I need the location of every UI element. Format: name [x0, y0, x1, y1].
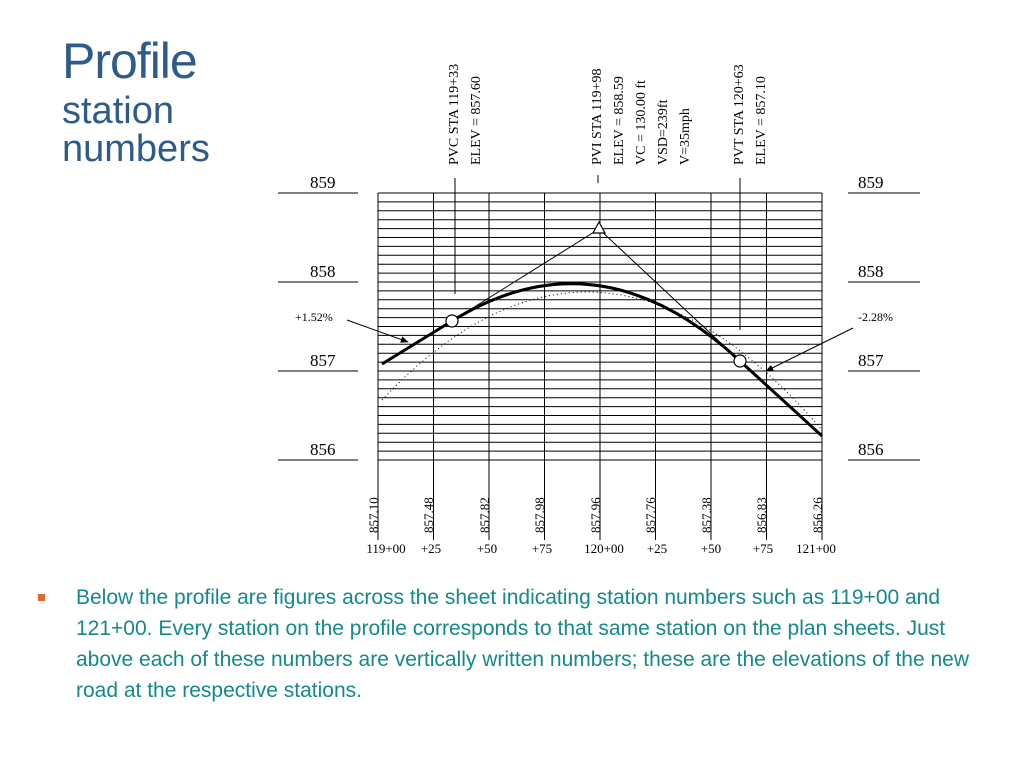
slide-title: Profile station numbers	[62, 30, 210, 168]
elevation-labels-right: 859 858 857 856	[858, 173, 884, 459]
station-elevations: 857.10 857.48 857.82 857.98 857.96 857.7…	[366, 497, 825, 533]
pvc-point	[445, 314, 459, 328]
grade-right-arrow	[765, 327, 854, 372]
pvi-callout-line2: ELEV = 858.59	[612, 76, 627, 165]
sight-offset-curve	[381, 291, 823, 431]
elevation-label-857-right: 857	[858, 351, 884, 370]
pvt-point	[733, 354, 747, 368]
pvi-point	[591, 220, 607, 234]
pvc-callout: PVC STA 119+33 ELEV = 857.60	[447, 64, 484, 165]
pvi-callout-line4: VSD=239ft	[656, 99, 671, 165]
pvt-callout-line1: PVT STA 120+63	[732, 64, 747, 165]
elevation-label-858-right: 858	[858, 262, 884, 281]
station-elevation: 857.38	[699, 497, 714, 533]
station-number: 121+00	[796, 541, 836, 556]
station-elevation: 857.82	[477, 497, 492, 533]
station-leader-lines	[454, 175, 741, 330]
station-number: 119+00	[366, 541, 405, 556]
bullet-square-icon	[38, 594, 45, 601]
station-elevation: 856.26	[810, 497, 825, 533]
pvc-callout-line2: ELEV = 857.60	[469, 76, 484, 165]
station-elevation: 857.98	[532, 497, 547, 533]
title-main: Profile	[62, 33, 198, 89]
pvi-callout-line1: PVI STA 119+98	[590, 69, 605, 166]
grade-right-label: -2.28%	[858, 310, 893, 324]
pvc-callout-line1: PVC STA 119+33	[447, 64, 462, 165]
pvi-callout: PVI STA 119+98 ELEV = 858.59 VC = 130.00…	[590, 69, 693, 166]
bullet-text: Below the profile are figures across the…	[76, 586, 969, 702]
elevation-label-rules	[278, 192, 920, 461]
elevation-labels-left: 859 858 857 856	[310, 173, 336, 459]
pvi-callout-line5: V=35mph	[678, 108, 693, 165]
title-sub-line1: station	[62, 90, 174, 132]
station-number: +25	[421, 541, 441, 556]
pvi-callout-line3: VC = 130.00 ft	[634, 80, 649, 165]
tangent-lines	[451, 228, 741, 362]
station-number: 120+00	[584, 541, 624, 556]
title-sub-line2: numbers	[62, 128, 210, 170]
station-number: +50	[477, 541, 497, 556]
station-elevation: 857.10	[366, 497, 381, 533]
station-numbers: 119+00 +25 +50 +75 120+00 +25 +50 +75 12…	[366, 541, 836, 556]
station-number: +25	[647, 541, 667, 556]
station-elevation: 857.96	[588, 497, 603, 533]
station-number: +75	[753, 541, 773, 556]
pvt-callout: PVT STA 120+63 ELEV = 857.10	[732, 64, 769, 165]
station-elevation: 857.48	[421, 497, 436, 533]
elevation-label-856-left: 856	[310, 440, 336, 459]
finished-grade-line	[381, 282, 824, 438]
grade-left-arrow	[346, 319, 409, 343]
station-number: +75	[532, 541, 552, 556]
elevation-label-859-right: 859	[858, 173, 884, 192]
elevation-label-857-left: 857	[310, 351, 336, 370]
station-elevation: 857.76	[643, 497, 658, 533]
elevation-label-856-right: 856	[858, 440, 884, 459]
grade-left-label: +1.52%	[295, 310, 333, 324]
bullet-item: Below the profile are figures across the…	[38, 582, 978, 706]
elevation-label-859-left: 859	[310, 173, 336, 192]
station-elevation: 856.83	[754, 497, 769, 533]
profile-grid	[377, 192, 823, 540]
elevation-label-858-left: 858	[310, 262, 336, 281]
pvt-callout-line2: ELEV = 857.10	[754, 76, 769, 165]
station-number: +50	[701, 541, 721, 556]
